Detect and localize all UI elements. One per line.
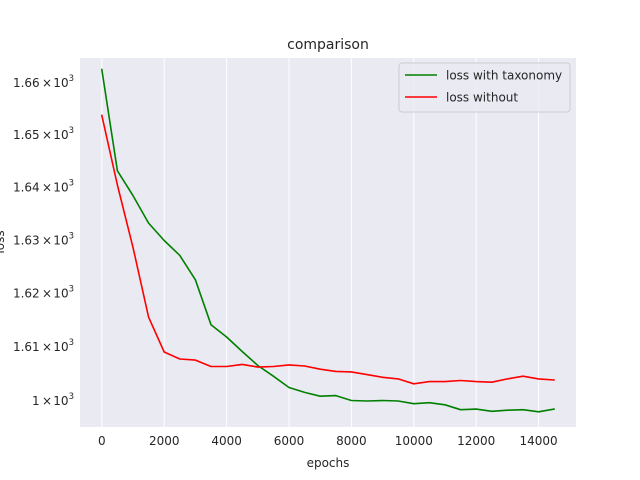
y-tick-label: 1 × 103 — [32, 392, 74, 408]
series-line-1 — [101, 114, 556, 385]
x-tick-label: 2000 — [149, 434, 180, 448]
legend-label-taxonomy: loss with taxonomy — [446, 69, 562, 83]
x-tick-label: 12000 — [457, 434, 495, 448]
chart-title: comparison — [287, 37, 369, 53]
grid-lines — [101, 58, 540, 427]
x-tick-label: 8000 — [336, 434, 367, 448]
plot-area — [80, 58, 576, 427]
x-tick-label: 0 — [98, 434, 106, 448]
x-tick-label: 4000 — [211, 434, 242, 448]
series-lines — [101, 68, 556, 413]
y-tick-label: 1.66 × 103 — [13, 74, 74, 90]
y-axis-ticks: 1 × 103 1.61 × 103 1.62 × 103 1.63 × 103 1.6… — [13, 74, 74, 408]
y-tick-label: 1.64 × 103 — [13, 179, 74, 195]
y-tick-label: 1.62 × 103 — [13, 285, 74, 301]
y-tick-label: 1.65 × 103 — [13, 126, 74, 142]
x-tick-label: 10000 — [395, 434, 433, 448]
legend: loss with taxonomy loss without — [398, 62, 571, 113]
legend-label-without: loss without — [446, 91, 518, 105]
x-tick-label: 6000 — [274, 434, 305, 448]
y-tick-label: 1.61 × 103 — [13, 338, 74, 354]
y-tick-label: 1.63 × 103 — [13, 232, 74, 248]
x-axis-label: epochs — [307, 456, 350, 470]
x-tick-label: 14000 — [519, 434, 557, 448]
x-axis-ticks: 0 2000 4000 6000 8000 10000 12000 14000 — [98, 434, 558, 448]
legend-box — [398, 62, 571, 113]
series-line-0 — [101, 68, 556, 413]
y-axis-label: loss — [0, 230, 7, 253]
